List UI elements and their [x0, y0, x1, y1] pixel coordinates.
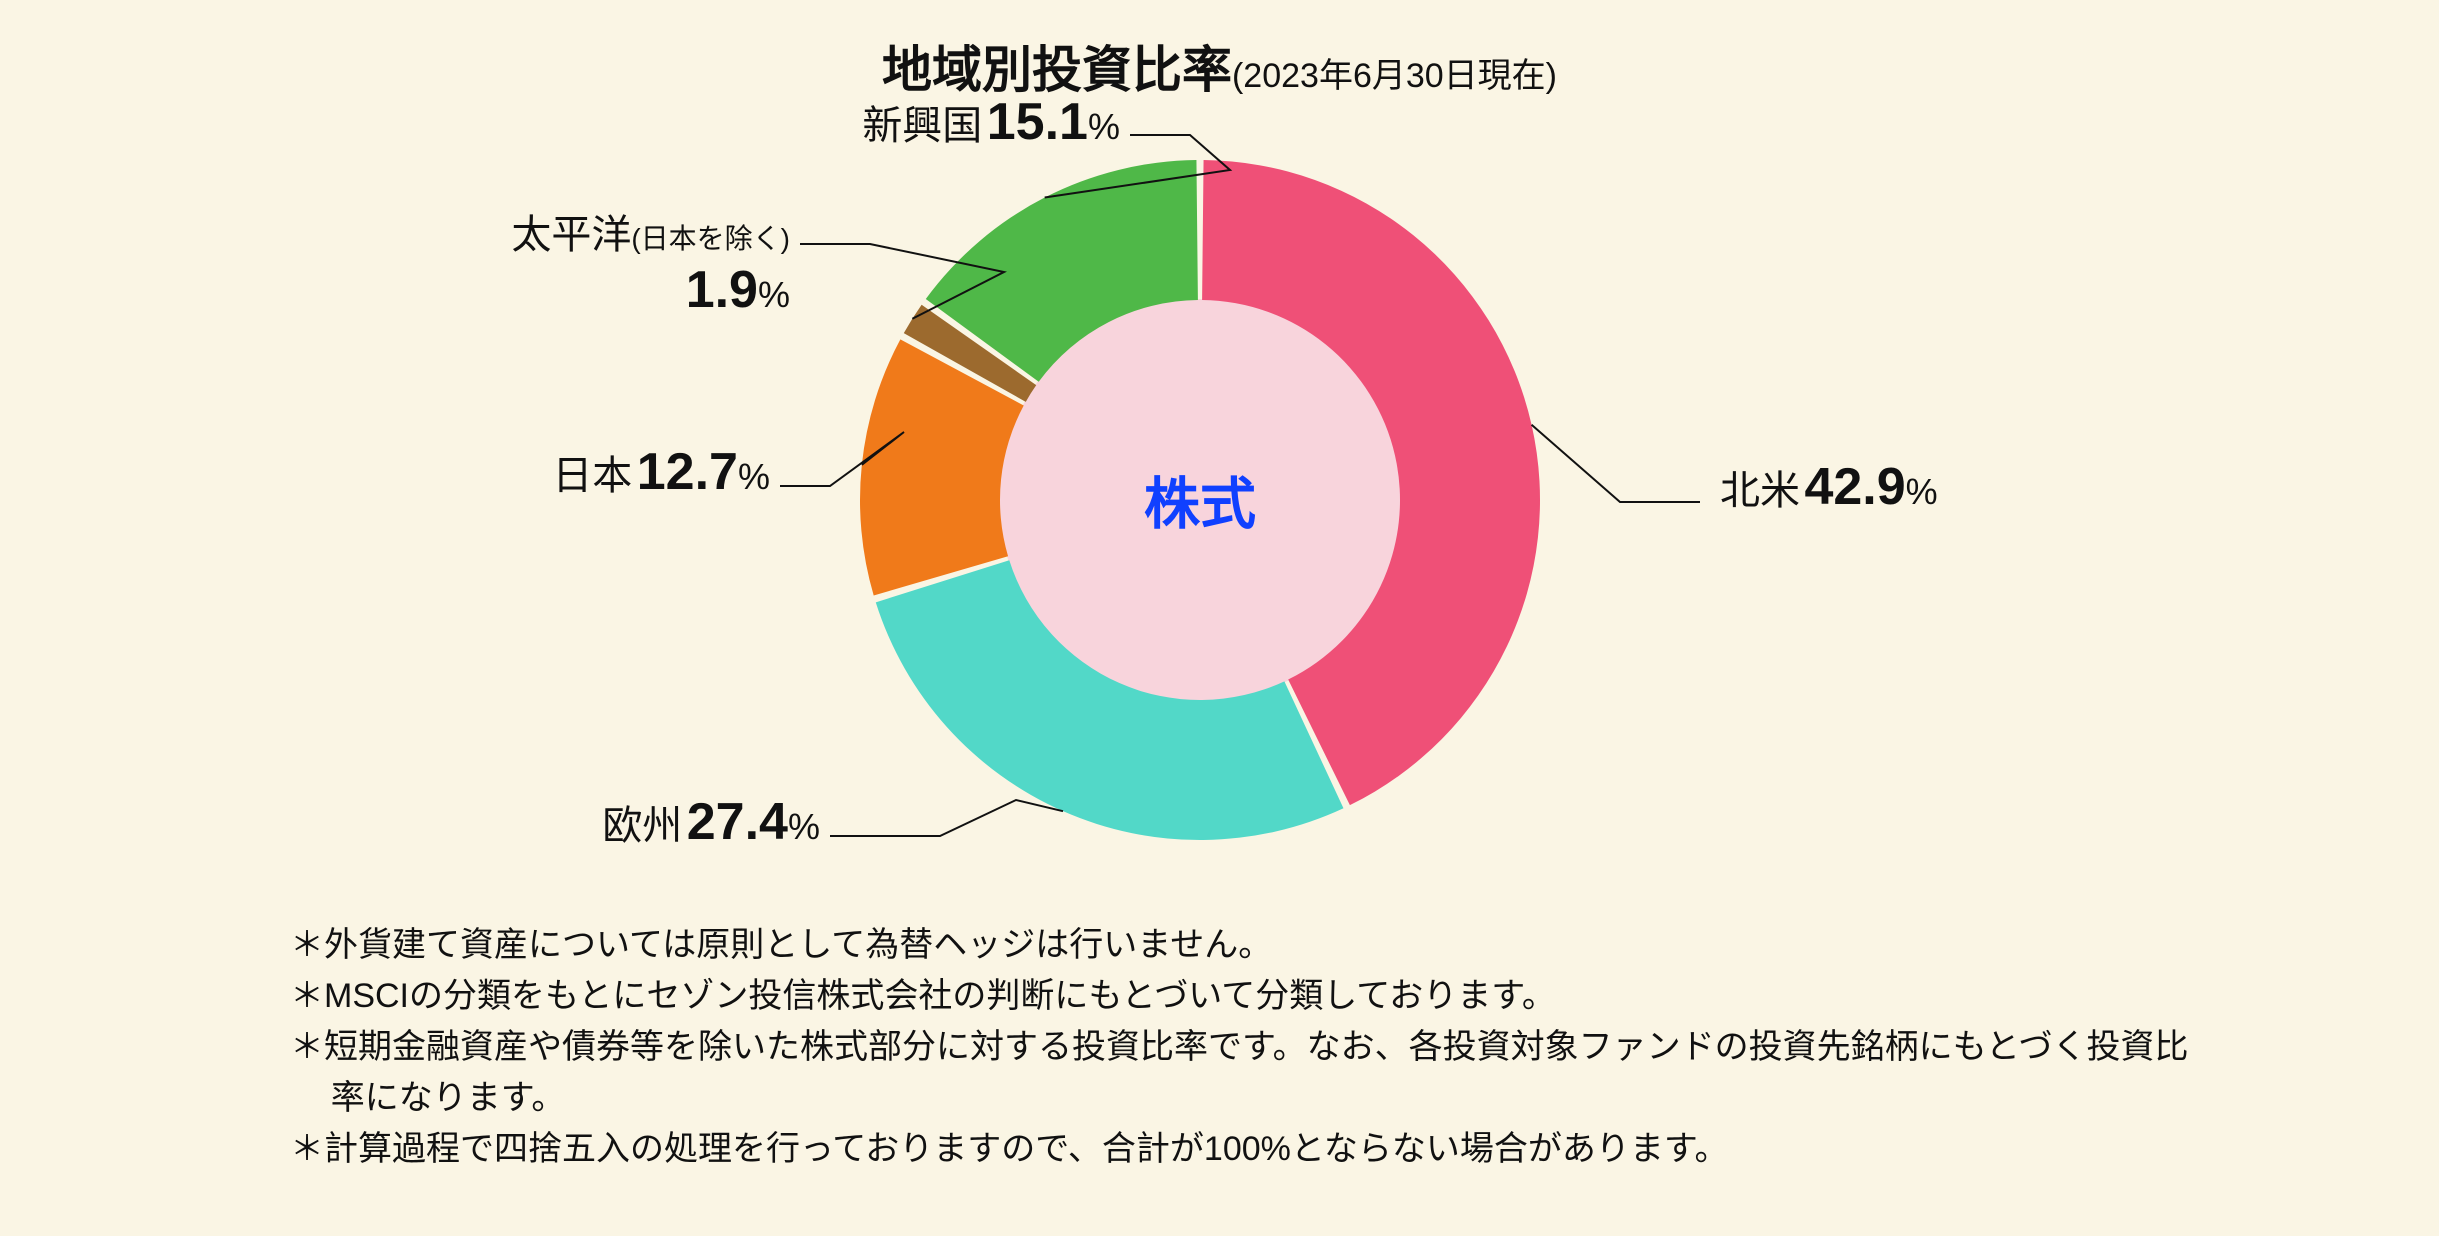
- slice-label: 北米 42.9%: [1720, 457, 1938, 517]
- slice-label: 欧州 27.4%: [602, 792, 820, 852]
- donut-center-label: 株式: [1144, 460, 1256, 541]
- slice-label: 太平洋(日本を除く)1.9%: [511, 202, 790, 320]
- slice-label: 新興国 15.1%: [862, 92, 1120, 152]
- title-sub: (2023年6月30日現在): [1232, 57, 1557, 95]
- slice-label: 日本 12.7%: [552, 442, 770, 502]
- title-main: 地域別投資比率: [882, 42, 1232, 98]
- footnote-line: ＊計算過程で四捨五入の処理を行っておりますので、合計が100%とならない場合があ…: [290, 1124, 2190, 1175]
- footnotes: ＊外貨建て資産については原則として為替ヘッジは行いません。＊MSCIの分類をもと…: [290, 920, 2190, 1175]
- footnote-line: ＊MSCIの分類をもとにセゾン投信株式会社の判断にもとづいて分類しております。: [290, 971, 2190, 1022]
- footnote-line: ＊外貨建て資産については原則として為替ヘッジは行いません。: [290, 920, 2190, 971]
- footnote-line: ＊短期金融資産や債券等を除いた株式部分に対する投資比率です。なお、各投資対象ファ…: [290, 1022, 2190, 1124]
- donut-chart: 株式: [850, 150, 1550, 850]
- chart-title: 地域別投資比率(2023年6月30日現在): [0, 30, 2439, 102]
